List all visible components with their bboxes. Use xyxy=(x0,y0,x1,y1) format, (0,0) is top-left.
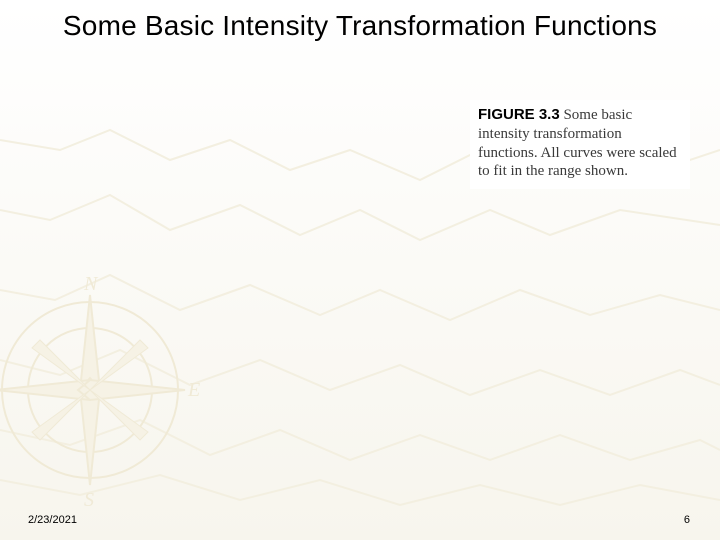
background-decoration: N E S W xyxy=(0,0,720,540)
footer-page-number: 6 xyxy=(684,514,690,526)
svg-text:S: S xyxy=(84,489,94,511)
figure-caption: FIGURE 3.3 Some basic intensity transfor… xyxy=(470,100,690,189)
svg-text:E: E xyxy=(187,379,200,401)
figure-caption-label: FIGURE 3.3 xyxy=(478,106,560,123)
footer-date: 2/23/2021 xyxy=(28,514,77,526)
svg-text:N: N xyxy=(83,273,99,295)
slide-title: Some Basic Intensity Transformation Func… xyxy=(0,10,720,42)
